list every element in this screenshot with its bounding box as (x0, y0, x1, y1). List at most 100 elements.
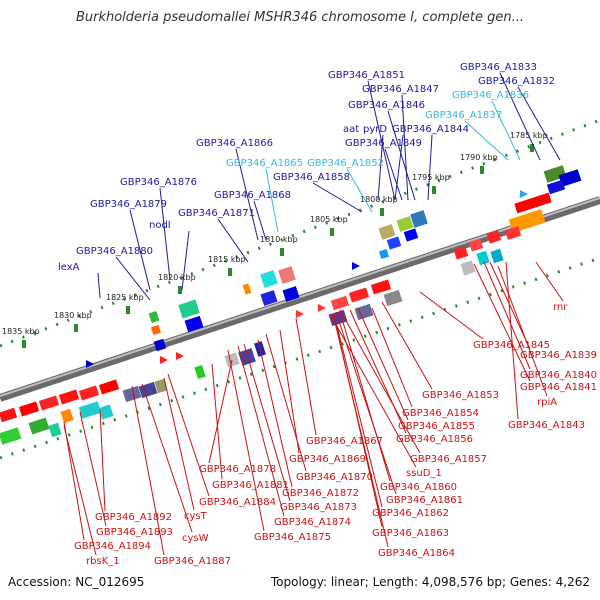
bottom-gene-label[interactable]: GBP346_A1864 (378, 548, 455, 559)
top-gene-label[interactable]: GBP346_A1868 (214, 190, 291, 201)
bottom-gene-label[interactable]: cysW (182, 533, 209, 544)
gene-feature[interactable] (38, 395, 60, 411)
gene-feature[interactable] (78, 385, 100, 401)
top-gene-label[interactable]: nodI (149, 220, 171, 231)
gene-feature[interactable] (122, 385, 142, 403)
gene-feature[interactable] (153, 338, 167, 352)
bottom-gene-label[interactable]: GBP346_A1841 (520, 382, 597, 393)
gene-feature[interactable] (260, 290, 278, 306)
gene-feature[interactable] (98, 404, 114, 420)
gene-feature[interactable] (354, 303, 374, 321)
gene-feature[interactable] (330, 295, 350, 311)
bottom-gene-label[interactable]: GBP346_A1893 (96, 527, 173, 538)
top-gene-label[interactable]: GBP346_A1833 (460, 62, 537, 73)
top-gene-label[interactable]: GBP346_A1844 (392, 124, 469, 135)
gene-feature[interactable] (242, 283, 252, 295)
bottom-gene-label[interactable]: GBP346_A1845 (473, 340, 550, 351)
gene-feature[interactable] (396, 216, 414, 232)
gene-feature[interactable] (282, 286, 300, 302)
gene-arrow[interactable] (318, 304, 326, 312)
bottom-gene-label[interactable]: GBP346_A1863 (372, 528, 449, 539)
gene-feature[interactable] (18, 401, 40, 417)
bottom-gene-label[interactable]: GBP346_A1840 (520, 370, 597, 381)
bottom-gene-label[interactable]: GBP346_A1855 (398, 421, 475, 432)
bottom-gene-label[interactable]: GBP346_A1839 (520, 350, 597, 361)
top-gene-label[interactable]: GBP346_A1846 (348, 100, 425, 111)
bottom-gene-label[interactable]: GBP346_A1892 (95, 512, 172, 523)
gene-feature[interactable] (60, 408, 74, 424)
gene-feature[interactable] (348, 287, 370, 303)
gene-feature[interactable] (178, 299, 200, 319)
bottom-gene-label[interactable]: GBP346_A1894 (74, 541, 151, 552)
gene-arrow[interactable] (160, 356, 168, 364)
top-gene-label[interactable]: GBP346_A1879 (90, 199, 167, 210)
top-gene-label[interactable]: GBP346_A1858 (273, 172, 350, 183)
bottom-gene-label[interactable]: ssuD_1 (406, 468, 442, 479)
gene-arrow[interactable] (296, 310, 304, 318)
top-gene-label[interactable]: GBP346_A1876 (120, 177, 197, 188)
top-gene-label[interactable]: pyrD (363, 124, 387, 135)
top-gene-label[interactable]: aat (343, 124, 359, 135)
bottom-gene-label[interactable]: GBP346_A1878 (199, 464, 276, 475)
top-gene-label[interactable]: GBP346_A1847 (362, 84, 439, 95)
gene-feature[interactable] (370, 279, 392, 295)
top-gene-label[interactable]: GBP346_A1849 (345, 138, 422, 149)
gene-feature[interactable] (514, 192, 552, 214)
top-gene-label[interactable]: GBP346_A1865 (226, 158, 303, 169)
bottom-gene-label[interactable]: GBP346_A1853 (422, 390, 499, 401)
bottom-gene-label[interactable]: GBP346_A1867 (306, 436, 383, 447)
top-gene-label[interactable]: GBP346_A1871 (178, 208, 255, 219)
gene-feature[interactable] (486, 230, 502, 244)
top-gene-label[interactable]: GBP346_A1866 (196, 138, 273, 149)
gene-feature[interactable] (460, 260, 476, 276)
gene-feature[interactable] (150, 324, 162, 336)
gene-feature[interactable] (58, 389, 80, 405)
bottom-gene-label[interactable]: GBP346_A1875 (254, 532, 331, 543)
top-gene-label[interactable]: GBP346_A1836 (452, 90, 529, 101)
gene-feature[interactable] (194, 365, 206, 379)
gene-feature[interactable] (154, 378, 168, 394)
gene-feature[interactable] (504, 226, 522, 240)
bottom-gene-label[interactable]: rnr (553, 302, 568, 313)
gene-feature[interactable] (378, 224, 396, 240)
bottom-gene-label[interactable]: GBP346_A1874 (274, 517, 351, 528)
gene-feature[interactable] (403, 228, 419, 242)
gene-arrow[interactable] (176, 352, 184, 360)
bottom-gene-label[interactable]: GBP346_A1857 (410, 454, 487, 465)
gene-feature[interactable] (148, 311, 160, 323)
bottom-gene-label[interactable]: GBP346_A1870 (296, 472, 373, 483)
gene-feature[interactable] (278, 266, 296, 284)
bottom-gene-label[interactable]: GBP346_A1887 (154, 556, 231, 567)
gene-feature[interactable] (0, 407, 18, 423)
top-gene-label[interactable]: GBP346_A1852 (307, 158, 384, 169)
gene-feature[interactable] (546, 179, 566, 195)
top-gene-label[interactable]: GBP346_A1851 (328, 70, 405, 81)
gene-arrow[interactable] (352, 262, 360, 270)
bottom-gene-label[interactable]: GBP346_A1884 (199, 497, 276, 508)
gene-feature[interactable] (0, 427, 22, 445)
gene-feature[interactable] (476, 250, 490, 266)
bottom-gene-label[interactable]: GBP346_A1873 (280, 502, 357, 513)
gene-feature[interactable] (48, 422, 62, 438)
gene-feature[interactable] (138, 381, 158, 399)
gene-feature[interactable] (184, 315, 204, 333)
top-gene-label[interactable]: GBP346_A1837 (425, 110, 502, 121)
top-gene-label[interactable]: GBP346_A1880 (76, 246, 153, 257)
bottom-gene-label[interactable]: GBP346_A1881 (212, 480, 289, 491)
top-gene-label[interactable]: lexA (58, 262, 80, 273)
top-gene-label[interactable]: GBP346_A1832 (478, 76, 555, 87)
bottom-gene-label[interactable]: GBP346_A1872 (282, 488, 359, 499)
gene-feature[interactable] (468, 238, 484, 252)
gene-arrow[interactable] (520, 190, 528, 198)
bottom-gene-label[interactable]: GBP346_A1862 (372, 508, 449, 519)
gene-feature[interactable] (453, 246, 469, 260)
gene-feature[interactable] (410, 210, 428, 228)
bottom-gene-label[interactable]: GBP346_A1861 (386, 495, 463, 506)
gene-arrow[interactable] (86, 360, 94, 368)
gene-feature[interactable] (98, 379, 120, 395)
gene-feature[interactable] (558, 169, 582, 187)
gene-feature[interactable] (378, 248, 390, 260)
bottom-gene-label[interactable]: GBP346_A1856 (396, 434, 473, 445)
bottom-gene-label[interactable]: GBP346_A1860 (380, 482, 457, 493)
